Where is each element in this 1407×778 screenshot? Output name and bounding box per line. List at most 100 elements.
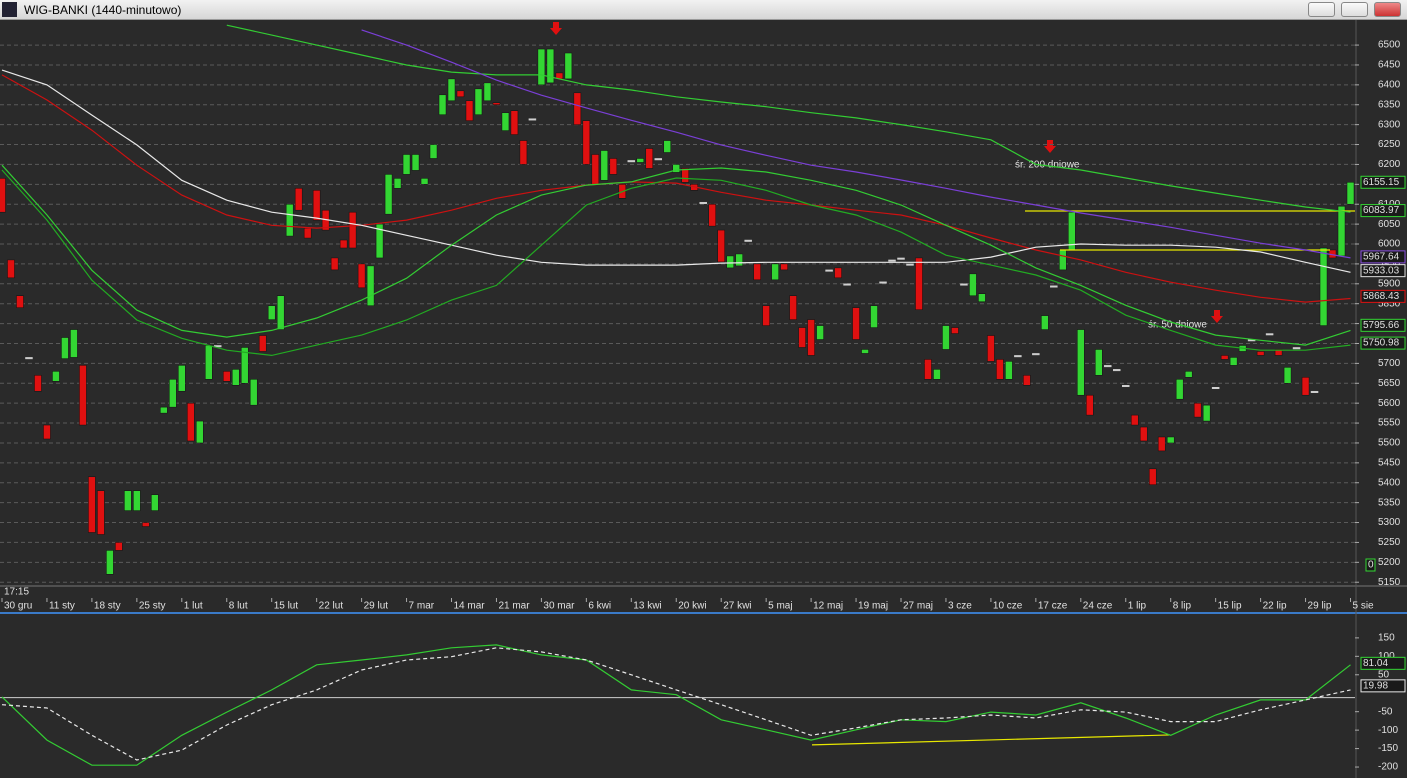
candle-body [312, 190, 321, 221]
candle-body [1077, 329, 1085, 396]
y-tick-label: 6250 [1378, 139, 1401, 150]
candle-body [1166, 436, 1175, 444]
candle-body [16, 295, 24, 308]
value-box [1360, 204, 1406, 218]
candle-body [1310, 390, 1319, 393]
y-tick-label: 150 [1378, 633, 1395, 644]
candle-body [1014, 355, 1022, 358]
y-tick-label: 50 [1378, 669, 1390, 680]
arrow-marker [1044, 140, 1056, 153]
candle-body [1337, 205, 1346, 257]
y-tick-label: 6500 [1378, 40, 1401, 51]
candle-body [447, 78, 456, 102]
candle-body [726, 255, 734, 269]
candle-body [402, 154, 411, 175]
candle-body [339, 239, 348, 249]
x-tick-label: 19 maj [858, 601, 888, 612]
candle-body [978, 293, 986, 302]
close-button[interactable] [1374, 2, 1401, 17]
candle-body [1113, 369, 1121, 372]
candle-body [825, 269, 833, 272]
x-tick-label: 24 cze [1083, 601, 1113, 612]
candle-body [843, 283, 851, 286]
candle-body [1274, 349, 1283, 356]
value-label: 6155.15 [1363, 177, 1400, 188]
annotation: śr. 50 dniowe [1148, 320, 1207, 331]
candle-body [384, 174, 393, 215]
candle-body [798, 327, 806, 348]
candle-body [969, 273, 977, 296]
maximize-button[interactable] [1341, 2, 1368, 17]
y-tick-label: -200 [1378, 762, 1398, 773]
candle-body [771, 263, 779, 281]
x-tick-label: 20 kwi [678, 601, 706, 612]
candle-body [0, 178, 6, 213]
candle-body [483, 82, 492, 102]
candle-body [240, 347, 249, 384]
candle-body [276, 295, 285, 330]
y-tick-label: 6000 [1378, 239, 1401, 250]
candle-body [1229, 357, 1238, 366]
series-line [1, 647, 1351, 761]
value-box [1360, 289, 1406, 303]
x-tick-label: 8 lut [229, 601, 248, 612]
candle-body [249, 379, 258, 406]
value-label: 81.04 [1363, 658, 1388, 669]
value-label: 6083.97 [1363, 205, 1400, 216]
candle-body [1130, 414, 1139, 426]
candle-body [987, 335, 995, 362]
value-box [1360, 264, 1406, 278]
x-tick-label: 18 sty [94, 601, 121, 612]
candle-body [231, 369, 240, 386]
candle-body [115, 542, 123, 551]
time-label: 17:15 [4, 587, 29, 598]
candle-body [223, 371, 231, 382]
y-tick-label: 5650 [1378, 378, 1401, 389]
candle-body [627, 160, 636, 163]
candle-body [672, 164, 680, 173]
x-tick-label: 8 lip [1173, 601, 1192, 612]
x-tick-label: 22 lip [1263, 601, 1287, 612]
value-box [1360, 318, 1406, 332]
x-tick-label: 1 lut [184, 601, 203, 612]
candle-body [1265, 333, 1274, 336]
candle-body [654, 158, 663, 161]
candle-body [151, 494, 159, 511]
candle-body [97, 490, 105, 535]
x-tick-label: 27 kwi [723, 601, 751, 612]
value-box [1360, 656, 1406, 670]
value-label: 5750.98 [1363, 338, 1400, 349]
y-tick-label: 6200 [1378, 159, 1401, 170]
candle-body [1346, 182, 1355, 205]
series-line [1, 169, 1351, 357]
value-box [1360, 679, 1406, 693]
x-tick-label: 21 mar [498, 601, 530, 612]
x-tick-label: 22 lut [319, 601, 344, 612]
candle-body [303, 227, 312, 239]
annotation: śr. 200 dniowe [1015, 160, 1080, 171]
candle-body [1184, 371, 1193, 378]
series-line [226, 24, 1351, 213]
candle-body [1157, 436, 1166, 452]
candle-body [897, 257, 905, 260]
candle-body [456, 90, 465, 98]
candle-body [465, 100, 474, 121]
candle-body [429, 144, 438, 159]
candle-body [34, 375, 42, 392]
candle-body [1175, 379, 1184, 400]
minimize-button[interactable] [1308, 2, 1335, 17]
y-tick-label: 6300 [1378, 119, 1401, 130]
x-tick-label: 30 gru [4, 601, 32, 612]
candle-body [942, 325, 950, 350]
candle-body [816, 325, 824, 340]
x-tick-label: 15 lip [1218, 601, 1242, 612]
y-tick-label: 5350 [1378, 497, 1401, 508]
x-tick-label: 1 lip [1128, 601, 1147, 612]
candle-body [852, 307, 860, 340]
candle-body [178, 365, 186, 392]
candle-body [1023, 375, 1031, 386]
candle-body [915, 257, 923, 310]
candle-body [79, 365, 87, 426]
candle-body [474, 88, 483, 115]
